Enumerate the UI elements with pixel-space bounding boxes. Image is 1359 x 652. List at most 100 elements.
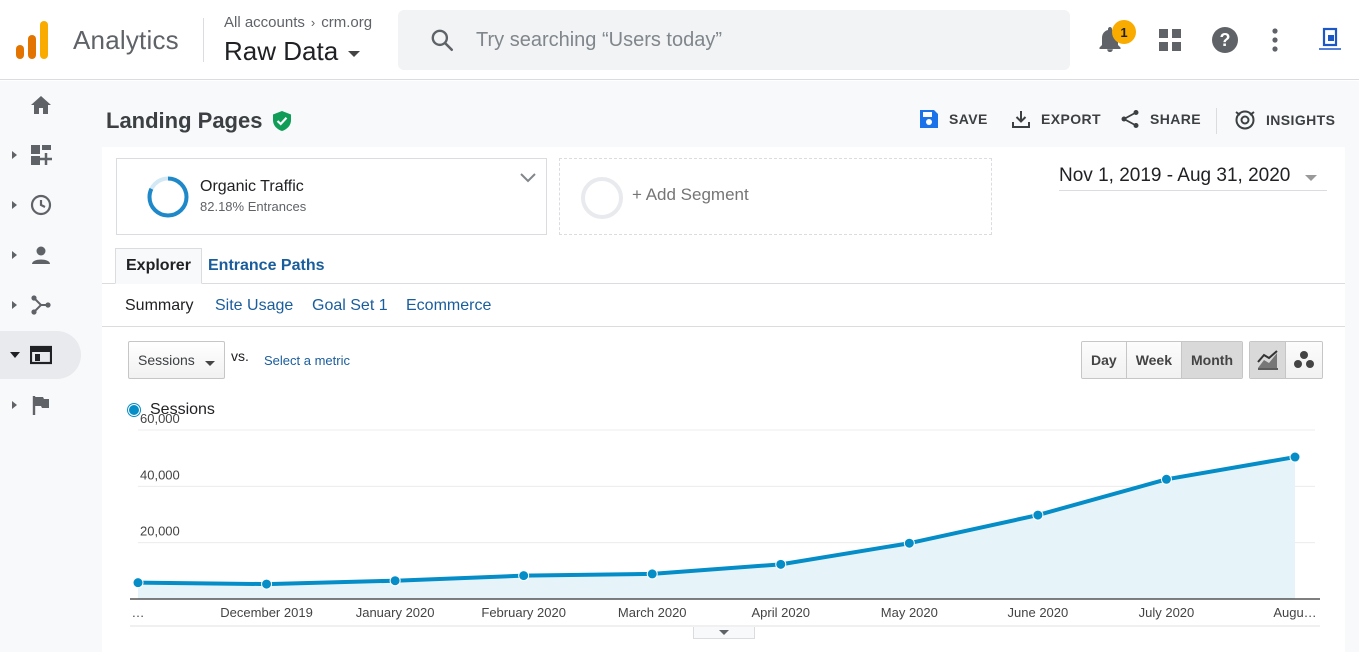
insights-label: INSIGHTS <box>1266 112 1336 128</box>
audience-person-icon <box>32 246 50 264</box>
data-point <box>646 568 658 580</box>
line-chart-button[interactable] <box>1250 342 1286 378</box>
subtab-ecommerce[interactable]: Ecommerce <box>406 297 492 314</box>
tab-explorer[interactable]: Explorer <box>115 248 202 284</box>
report-tabs: Explorer Entrance Paths <box>102 248 1345 284</box>
help-icon: ? <box>1212 27 1238 53</box>
granularity-toggle: Day Week Month <box>1081 341 1243 379</box>
data-point <box>903 537 915 549</box>
dropdown-caret-icon <box>348 50 361 57</box>
bubble-chart-icon <box>1294 351 1314 368</box>
data-point <box>132 577 144 589</box>
report-panel: Organic Traffic 82.18% Entrances + Add S… <box>102 147 1345 652</box>
expand-caret-icon <box>12 301 17 309</box>
line-chart-icon <box>1256 350 1278 370</box>
help-button[interactable]: ? <box>1210 25 1240 55</box>
x-tick-label: March 2020 <box>618 605 687 620</box>
realtime-clock-icon <box>30 194 52 216</box>
motion-chart-button[interactable] <box>1286 342 1322 378</box>
segment-entrances: 82.18% Entrances <box>200 199 307 214</box>
share-label: SHARE <box>1150 111 1202 127</box>
subtab-site-usage[interactable]: Site Usage <box>215 297 294 314</box>
sidebar-item-acquisition[interactable] <box>0 281 81 329</box>
conversions-flag-icon <box>32 396 49 415</box>
search-icon <box>431 29 454 52</box>
subtab-goal-set-1[interactable]: Goal Set 1 <box>312 297 388 314</box>
chart-resize-handle[interactable] <box>693 627 755 639</box>
data-point <box>261 578 273 590</box>
sidebar-item-conversions[interactable] <box>0 381 81 429</box>
date-range-picker[interactable]: Nov 1, 2019 - Aug 31, 2020 <box>1059 161 1327 191</box>
sessions-line <box>137 455 1296 587</box>
breadcrumb[interactable]: All accounts › crm.org <box>224 14 372 31</box>
analytics-logo[interactable] <box>16 21 50 59</box>
export-button[interactable]: EXPORT <box>1011 109 1101 129</box>
explorer-subtabs: Summary Site Usage Goal Set 1 Ecommerce <box>102 285 1345 327</box>
breadcrumb-property[interactable]: crm.org <box>321 14 373 31</box>
expand-caret-icon <box>12 401 17 409</box>
chevron-down-icon[interactable] <box>520 173 536 183</box>
chart-legend[interactable]: Sessions <box>128 401 215 419</box>
add-segment-label: + Add Segment <box>632 185 749 204</box>
select-metric-link[interactable]: Select a metric <box>264 353 350 368</box>
page-title: Landing Pages <box>106 108 292 134</box>
legend-dot-sessions <box>128 404 140 416</box>
data-point <box>518 570 530 582</box>
granularity-month-button[interactable]: Month <box>1182 342 1242 378</box>
expand-caret-icon <box>12 151 17 159</box>
view-name: Raw Data <box>224 36 339 66</box>
breadcrumb-account[interactable]: All accounts <box>224 14 305 31</box>
data-point <box>1289 451 1301 463</box>
insights-button[interactable]: INSIGHTS <box>1234 109 1335 131</box>
account-avatar[interactable] <box>1316 26 1344 54</box>
vs-label: vs. <box>231 348 249 364</box>
save-disk-icon <box>920 110 938 128</box>
collapse-caret-icon <box>10 352 20 358</box>
x-tick-label: May 2020 <box>881 605 938 620</box>
apps-button[interactable] <box>1155 25 1185 55</box>
more-vertical-icon <box>1272 28 1278 52</box>
data-point <box>389 575 401 587</box>
sidebar-item-behavior[interactable] <box>0 331 81 379</box>
sidebar-item-audience[interactable] <box>0 231 81 279</box>
data-point <box>1032 509 1044 521</box>
customization-icon <box>31 145 52 165</box>
metric-select[interactable]: Sessions <box>128 341 225 379</box>
granularity-week-button[interactable]: Week <box>1126 342 1183 378</box>
legend-label-sessions: Sessions <box>150 401 215 418</box>
sidebar-item-customization[interactable] <box>0 131 81 179</box>
home-icon <box>31 96 51 114</box>
x-tick-label: February 2020 <box>481 605 566 620</box>
notification-count-badge: 1 <box>1112 20 1136 44</box>
segment-percentage-ring <box>147 176 189 218</box>
add-segment-button[interactable]: + Add Segment <box>559 158 992 235</box>
view-selector[interactable]: Raw Data <box>224 36 361 67</box>
save-button[interactable]: SAVE <box>919 109 988 129</box>
subtab-summary[interactable]: Summary <box>125 297 194 314</box>
x-tick-label: June 2020 <box>1008 605 1069 620</box>
search-bar[interactable]: Try searching “Users today” <box>398 10 1070 70</box>
sidebar-item-home[interactable] <box>0 81 81 129</box>
share-button[interactable]: SHARE <box>1120 109 1201 129</box>
segment-card-organic-traffic[interactable]: Organic Traffic 82.18% Entrances <box>116 158 547 235</box>
expand-caret-icon <box>12 201 17 209</box>
insights-icon <box>1235 110 1255 130</box>
tab-entrance-paths[interactable]: Entrance Paths <box>208 257 325 274</box>
verified-shield-icon <box>273 111 292 131</box>
app-name: Analytics <box>73 25 179 55</box>
metric-select-value: Sessions <box>138 352 195 368</box>
sidebar-item-realtime[interactable] <box>0 181 81 229</box>
granularity-day-button[interactable]: Day <box>1082 342 1127 378</box>
svg-text:?: ? <box>1220 30 1231 50</box>
more-options-button[interactable] <box>1260 25 1290 55</box>
search-placeholder: Try searching “Users today” <box>476 28 722 51</box>
acquisition-icon <box>31 295 51 315</box>
dropdown-caret-icon <box>1305 174 1318 181</box>
apps-grid-icon <box>1159 29 1181 51</box>
behavior-icon <box>30 345 52 365</box>
y-tick-label: 20,000 <box>140 524 180 539</box>
dropdown-caret-icon <box>205 361 215 366</box>
x-tick-label: July 2020 <box>1139 605 1195 620</box>
segment-name: Organic Traffic <box>200 178 304 195</box>
chevron-down-icon <box>719 629 729 635</box>
